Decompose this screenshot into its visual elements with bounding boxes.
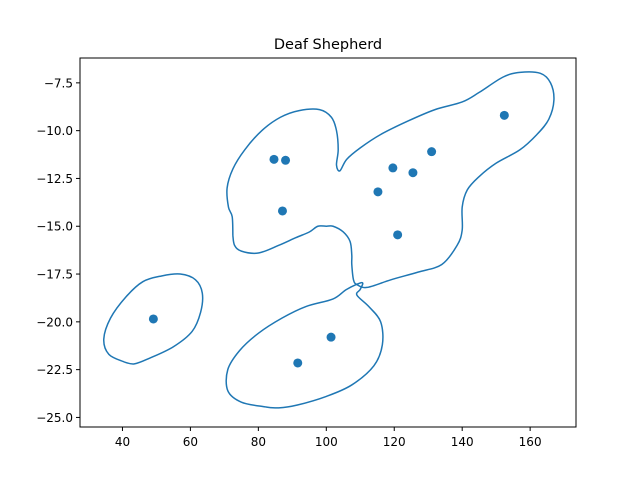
data-point-7 <box>408 168 418 178</box>
y-tick-label: −15.0 <box>36 220 73 234</box>
contour-lines <box>103 71 555 409</box>
x-tick-label: 80 <box>251 435 266 449</box>
y-tick-label: −7.5 <box>44 76 73 90</box>
data-point-3 <box>281 155 291 165</box>
data-point-12 <box>293 358 303 368</box>
x-tick-label: 60 <box>183 435 198 449</box>
x-tick-label: 160 <box>519 435 542 449</box>
contour-line-2 <box>225 281 384 409</box>
data-point-10 <box>499 110 509 120</box>
data-point-11 <box>326 332 336 342</box>
data-point-6 <box>388 163 398 173</box>
data-point-8 <box>427 147 437 157</box>
contour-line-3 <box>226 71 555 289</box>
data-point-4 <box>277 206 287 216</box>
data-point-5 <box>373 187 383 197</box>
x-tick-label: 120 <box>383 435 406 449</box>
data-point-1 <box>148 314 158 324</box>
y-tick-label: −17.5 <box>36 268 73 282</box>
x-tick-label: 140 <box>451 435 474 449</box>
x-tick-label: 100 <box>315 435 338 449</box>
y-axis: −25.0 −22.5 −20.0 −17.5 −15.0 −12.5 −10.0 −7.5 <box>36 76 80 425</box>
chart-title: Deaf Shepherd <box>274 37 382 53</box>
scatter-points <box>148 110 509 368</box>
y-tick-label: −22.5 <box>36 363 73 377</box>
y-tick-label: −20.0 <box>36 315 73 329</box>
y-tick-label: −25.0 <box>36 411 73 425</box>
y-tick-label: −10.0 <box>36 124 73 138</box>
y-tick-label: −12.5 <box>36 172 73 186</box>
data-point-2 <box>269 154 279 164</box>
plot-frame <box>79 57 577 428</box>
contour-line-1 <box>103 273 204 365</box>
data-point-9 <box>393 230 403 240</box>
x-tick-label: 40 <box>115 435 130 449</box>
x-axis: 40 60 80 100 120 140 160 <box>115 427 542 449</box>
